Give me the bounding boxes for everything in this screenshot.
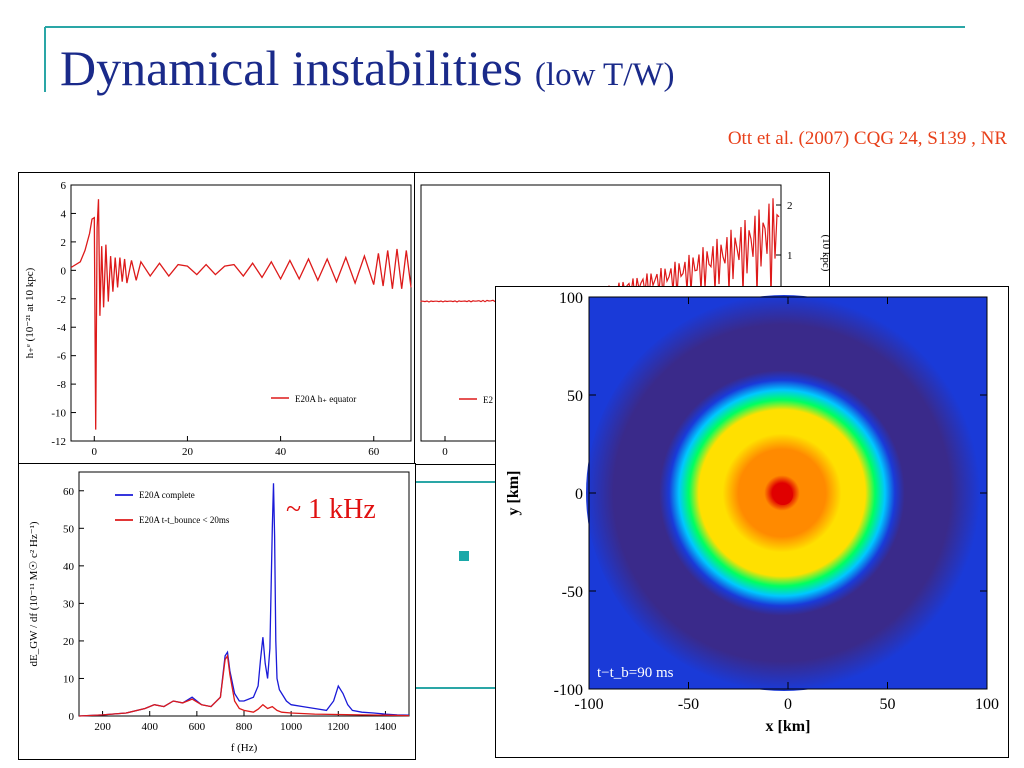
chart-density: -100 -50 0 50 100 100 50 0 -50 -100 x [km] y [km] t−… bbox=[505, 290, 999, 735]
y-tick-label: 2 bbox=[61, 237, 67, 249]
y-tick-label: 60 bbox=[63, 486, 75, 498]
legend-label-polar: E2 bbox=[483, 395, 493, 405]
legend-label-early: E20A t-t_bounce < 20ms bbox=[139, 515, 230, 525]
y-tick-label: -4 bbox=[57, 322, 67, 334]
x-axis-label: f (Hz) bbox=[231, 742, 258, 754]
x-tick-label: 0 bbox=[784, 696, 792, 713]
y-tick-label: -100 bbox=[554, 682, 583, 699]
x-tick-label: 100 bbox=[975, 696, 999, 713]
y-axis-label: h₊ᵉ (10⁻²¹ at 10 kpc) bbox=[24, 267, 36, 358]
y-tick-label: 30 bbox=[63, 598, 75, 610]
x-tick-label: 20 bbox=[182, 446, 194, 458]
x-tick-label: 600 bbox=[189, 721, 206, 733]
x-tick-label: 40 bbox=[275, 446, 287, 458]
time-annotation: t−t_b=90 ms bbox=[597, 665, 674, 681]
x-axis-label: x [km] bbox=[766, 718, 811, 735]
y-tick-label: 2 bbox=[787, 200, 793, 212]
chart-spectrum: 0 10 20 30 40 50 60 200 400 600 800 1000 1200 1400 f (… bbox=[28, 471, 410, 754]
slide-title-main: Dynamical instabilities bbox=[60, 40, 523, 96]
y-tick-label: 20 bbox=[63, 636, 75, 648]
panel-strain-equator: 6 4 2 0 -2 -4 -6 -8 -10 -12 0 20 40 60 h₊ᵉ (10⁻²¹ at 1… bbox=[18, 172, 416, 465]
y-tick-label: 0 bbox=[61, 265, 67, 277]
y-tick-label: 50 bbox=[63, 523, 75, 535]
y-tick-label: 0 bbox=[575, 486, 583, 503]
x-tick-label: 800 bbox=[236, 721, 253, 733]
y-tick-label: 100 bbox=[559, 290, 583, 307]
y-axis-label: y [km] bbox=[505, 471, 522, 516]
heatmap-core bbox=[773, 485, 793, 505]
series-line-equator bbox=[70, 199, 412, 430]
y-tick-label: 40 bbox=[63, 561, 75, 573]
y-tick-label: -8 bbox=[57, 379, 67, 391]
citation: Ott et al. (2007) CQG 24, S139 , NR bbox=[727, 128, 1007, 149]
y-tick-label: -12 bbox=[51, 436, 66, 448]
y-tick-label: 6 bbox=[61, 180, 67, 192]
x-tick-label: 1400 bbox=[374, 721, 397, 733]
y-tick-label: -2 bbox=[57, 294, 66, 306]
x-tick-label: 200 bbox=[94, 721, 111, 733]
bullet-square bbox=[459, 551, 469, 561]
y-tick-label: 1 bbox=[787, 250, 793, 262]
y-tick-label: 0 bbox=[69, 711, 75, 723]
y-tick-label: 4 bbox=[61, 208, 67, 220]
x-tick-label: 0 bbox=[442, 446, 448, 458]
plot-frame bbox=[70, 184, 412, 442]
y-tick-label: -10 bbox=[51, 408, 66, 420]
series-line-complete bbox=[78, 483, 410, 717]
slide-title: Dynamical instabilities (low T/W) bbox=[60, 40, 675, 103]
series-line-early bbox=[78, 654, 410, 717]
y-axis-label: dE_GW / df (10⁻¹¹ M☉ c² Hz⁻¹) bbox=[28, 521, 40, 666]
x-tick-label: -50 bbox=[678, 696, 699, 713]
x-tick-label: 1000 bbox=[280, 721, 303, 733]
slide-title-subtitle: (low T/W) bbox=[534, 57, 675, 93]
x-tick-label: 400 bbox=[141, 721, 158, 733]
legend-label-complete: E20A complete bbox=[139, 490, 195, 500]
x-tick-label: 1200 bbox=[327, 721, 350, 733]
x-tick-label: 0 bbox=[92, 446, 98, 458]
legend-label-equator: E20A h₊ equator bbox=[295, 394, 356, 404]
annotation-frequency: ~ 1 kHz bbox=[286, 494, 376, 525]
y-tick-label: 10 bbox=[63, 673, 75, 685]
x-tick-label: -100 bbox=[574, 696, 603, 713]
panel-density: -100 -50 0 50 100 100 50 0 -50 -100 x [km] y [km] t−… bbox=[495, 286, 1009, 758]
y-axis-label: (10 kpc) bbox=[820, 235, 829, 272]
y-tick-label: -50 bbox=[562, 584, 583, 601]
x-tick-label: 50 bbox=[880, 696, 896, 713]
y-tick-label: -6 bbox=[57, 351, 67, 363]
y-tick-label: 50 bbox=[567, 388, 583, 405]
panel-spectrum: 0 10 20 30 40 50 60 200 400 600 800 1000 1200 1400 f (… bbox=[18, 463, 416, 760]
x-tick-label: 60 bbox=[368, 446, 380, 458]
